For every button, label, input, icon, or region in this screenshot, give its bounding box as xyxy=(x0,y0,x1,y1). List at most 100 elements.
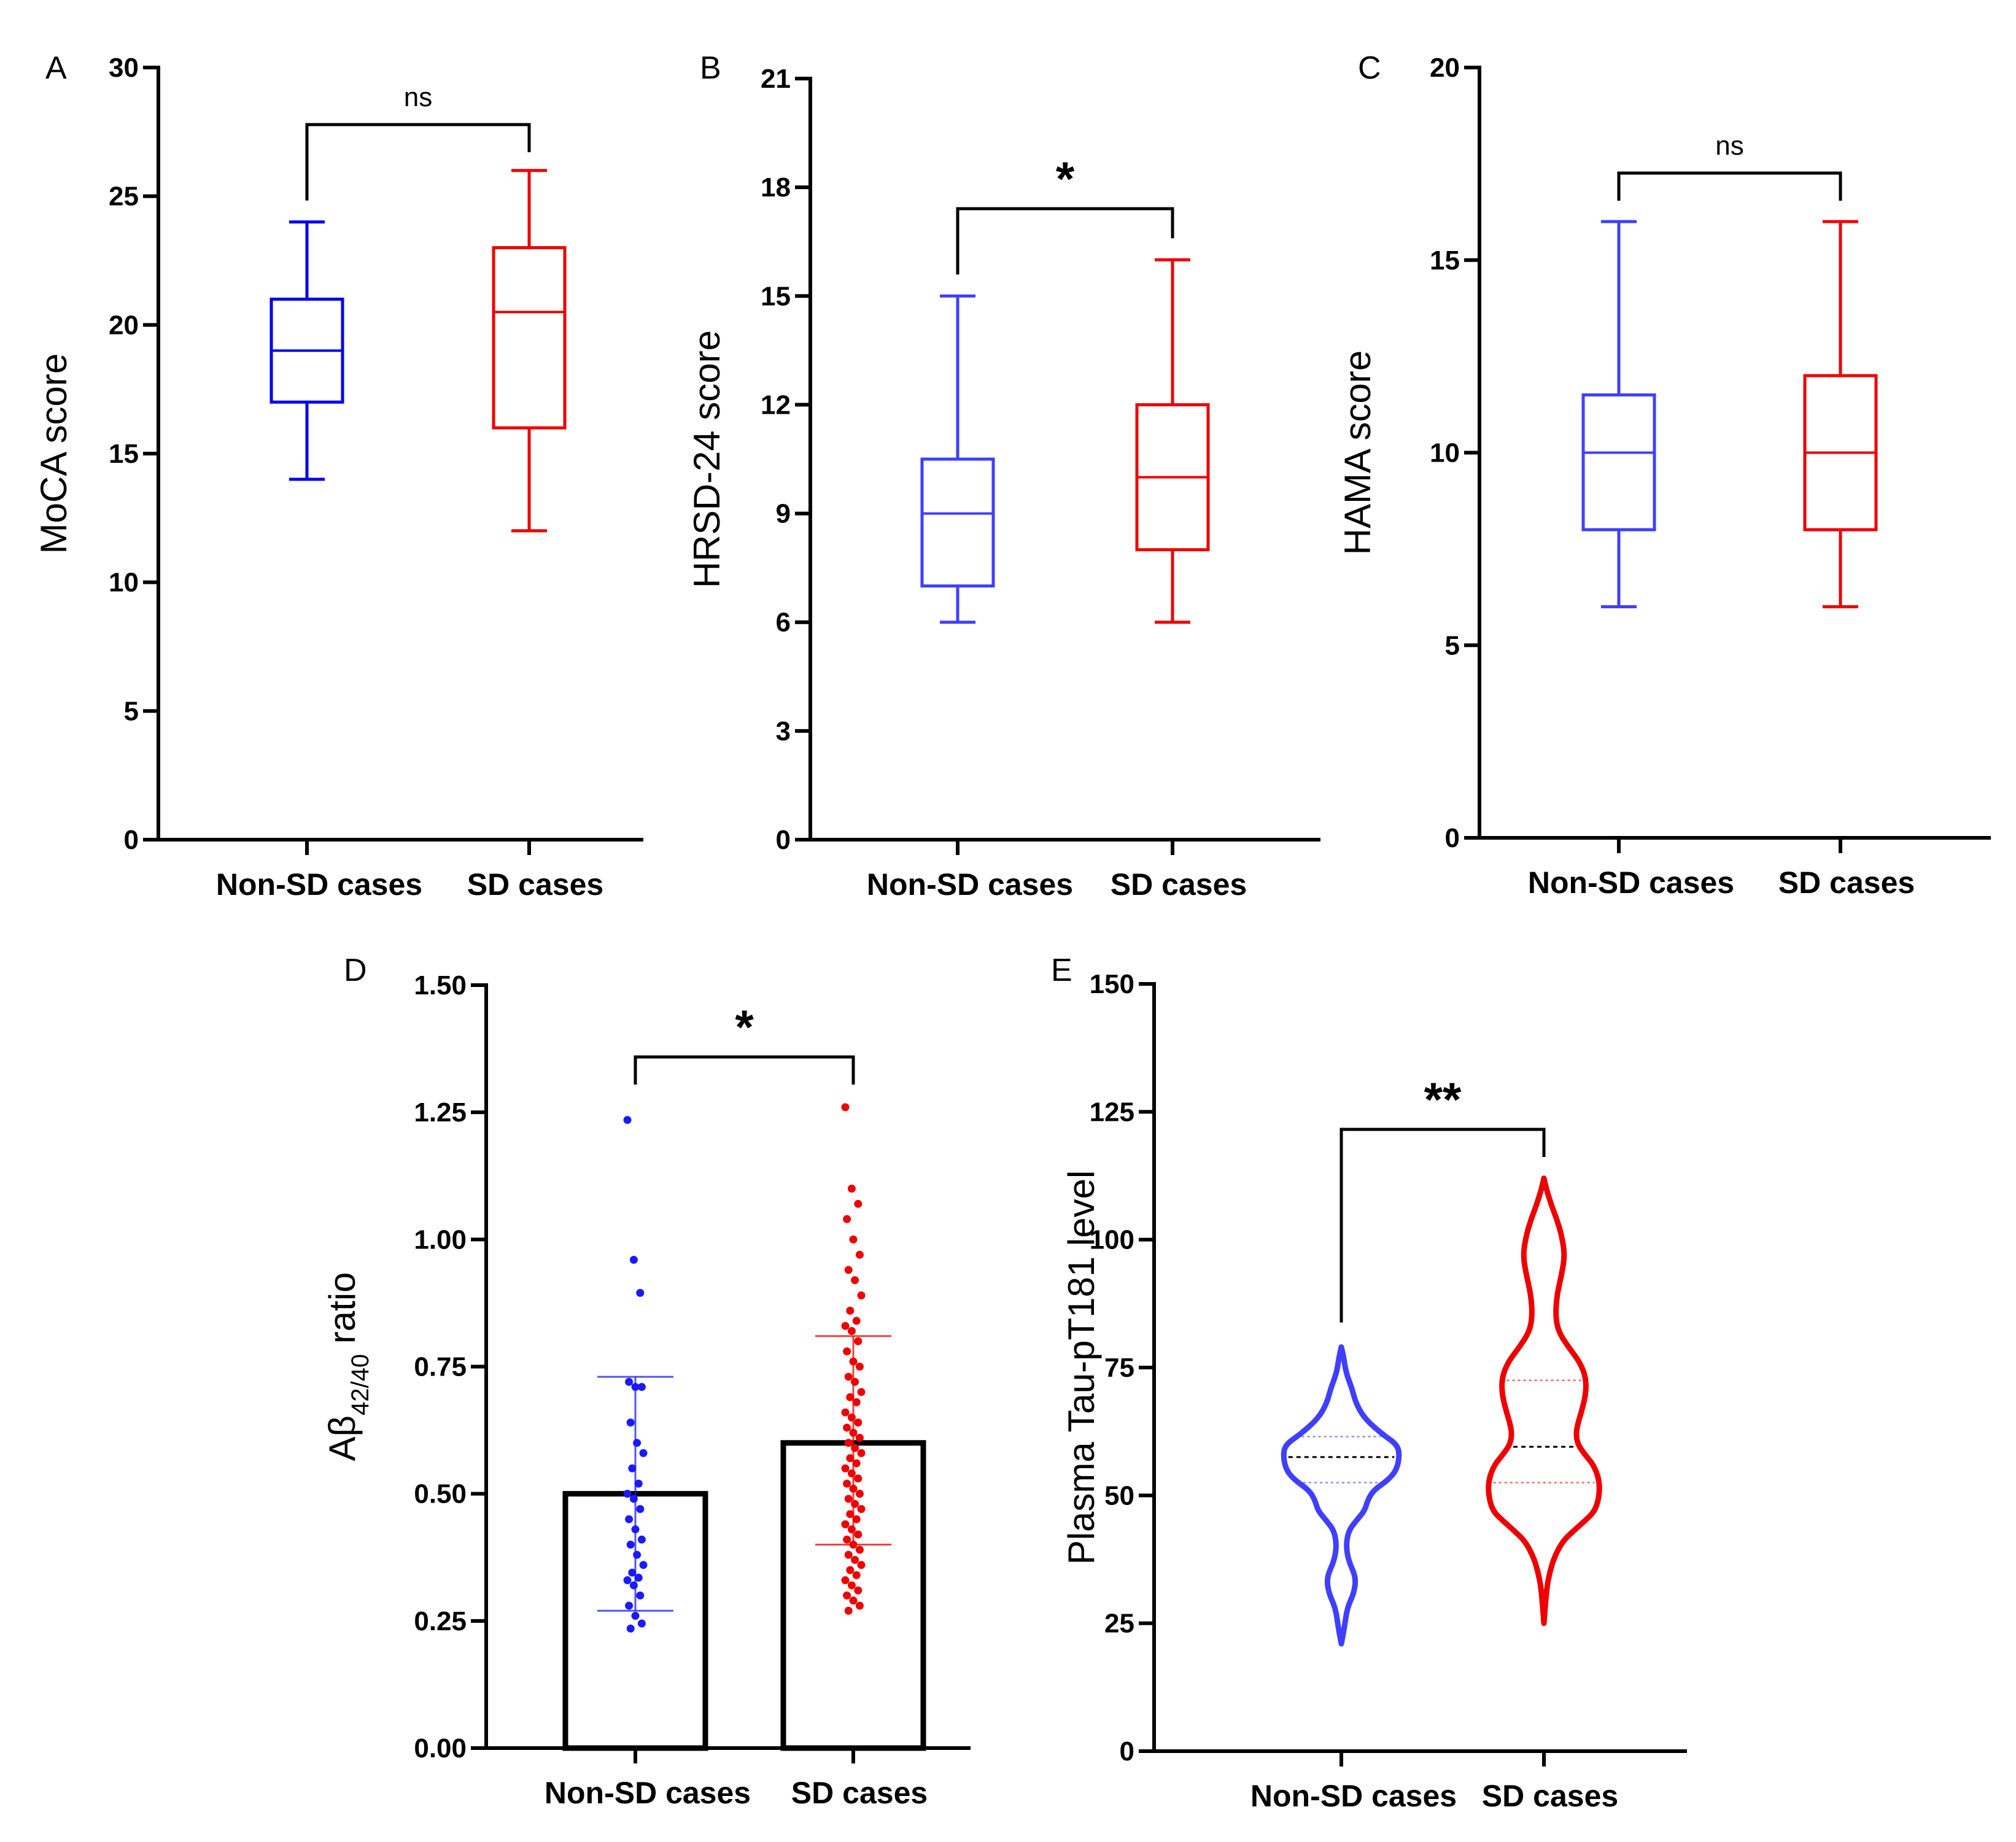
box-iqr xyxy=(1581,393,1656,532)
data-point xyxy=(625,1515,634,1523)
data-point xyxy=(855,1250,864,1259)
data-point xyxy=(854,1586,863,1595)
data-point xyxy=(847,1326,856,1335)
y-tick-label: 1.25 xyxy=(414,1097,467,1128)
x-category-label: Non-SD cases xyxy=(1250,1779,1457,1813)
y-tick-label: 50 xyxy=(1104,1480,1134,1511)
data-point xyxy=(847,1469,856,1478)
panel-D: D 0.00 0.25 0.50 0.75 1.00 1.25 1.50 Non-SD case… xyxy=(322,953,971,1810)
data-point xyxy=(852,1398,861,1407)
x-category-label: SD cases xyxy=(791,1776,928,1810)
data-point xyxy=(629,1255,638,1264)
y-axis-label-main: Aβ xyxy=(322,1415,363,1461)
x-category-label: Non-SD cases xyxy=(216,867,422,902)
data-point xyxy=(854,1337,863,1345)
significance-label: ns xyxy=(1715,131,1743,161)
data-point xyxy=(637,1619,646,1628)
data-point xyxy=(639,1561,648,1569)
data-point xyxy=(849,1235,858,1244)
x-category-label: Non-SD cases xyxy=(867,867,1073,902)
y-tick-label: 10 xyxy=(1430,438,1460,468)
data-point xyxy=(628,1464,637,1472)
data-point xyxy=(854,1530,863,1539)
y-tick-label: 25 xyxy=(1104,1609,1134,1639)
data-point xyxy=(846,1510,855,1519)
data-point xyxy=(841,1322,850,1330)
data-point xyxy=(843,1535,851,1544)
y-tick-label: 0 xyxy=(776,825,791,855)
y-tick-label: 9 xyxy=(776,499,791,529)
data-point xyxy=(623,1576,632,1585)
data-point xyxy=(855,1363,864,1371)
data-point xyxy=(629,1581,638,1590)
significance-label: ** xyxy=(1424,1072,1462,1126)
panel-A: A 0 5 10 15 20 25 30 Non-SD cases SD cases MoCA sc… xyxy=(33,50,643,902)
data-point xyxy=(847,1525,856,1534)
y-tick-label: 100 xyxy=(1090,1225,1134,1255)
data-point xyxy=(628,1568,637,1577)
y-axis-label-suffix: ratio xyxy=(322,1272,363,1353)
data-point xyxy=(843,1347,851,1356)
data-point xyxy=(844,1439,853,1447)
data-point xyxy=(841,1520,850,1528)
data-point xyxy=(851,1555,859,1564)
data-point xyxy=(629,1495,638,1503)
y-tick-label: 1.50 xyxy=(414,970,467,1000)
data-point xyxy=(846,1306,855,1315)
x-category-label: SD cases xyxy=(1778,865,1915,900)
panel-B: B 0 3 6 9 12 15 18 21 Non-SD cases SD cases HRSD-24… xyxy=(686,50,1320,902)
data-point xyxy=(843,1479,851,1488)
data-point xyxy=(844,1495,853,1503)
significance-bracket xyxy=(1339,1128,1546,1323)
y-tick-label: 0 xyxy=(1445,823,1460,853)
y-tick-label: 6 xyxy=(776,608,791,638)
box-2 xyxy=(492,169,567,533)
data-point xyxy=(854,1474,863,1483)
panel-letter: A xyxy=(45,50,67,86)
data-point xyxy=(844,1550,853,1559)
data-point xyxy=(854,1418,863,1427)
y-tick-label: 1.00 xyxy=(414,1225,467,1255)
y-tick-label: 150 xyxy=(1090,969,1134,999)
data-point xyxy=(843,1591,851,1600)
data-point xyxy=(841,1103,850,1112)
data-point xyxy=(636,1591,645,1600)
y-tick-label: 15 xyxy=(761,281,791,311)
y-tick-label: 20 xyxy=(109,310,139,340)
data-point xyxy=(841,1408,850,1417)
y-axis-label: Aβ42/40 ratio xyxy=(322,1272,374,1461)
violin-1 xyxy=(1281,1344,1402,1647)
y-tick-label: 75 xyxy=(1104,1353,1134,1383)
y-tick-label: 3 xyxy=(776,716,791,746)
data-point xyxy=(846,1566,855,1574)
y-tick-label: 5 xyxy=(1445,630,1460,660)
panel-letter: E xyxy=(1051,953,1072,988)
y-axis-label: HAMA score xyxy=(1337,350,1378,555)
y-tick-label: 25 xyxy=(109,182,139,212)
error-bar-2 xyxy=(815,1335,891,1546)
data-point xyxy=(633,1550,642,1559)
data-point xyxy=(625,1377,634,1386)
box-1 xyxy=(1581,220,1656,608)
data-point xyxy=(855,1490,864,1498)
y-tick-label: 12 xyxy=(761,390,791,420)
x-category-label: SD cases xyxy=(467,867,603,902)
panel-letter: B xyxy=(700,50,721,86)
y-tick-label: 0.00 xyxy=(414,1733,467,1763)
y-tick-label: 0 xyxy=(1120,1736,1134,1767)
significance-bracket xyxy=(1617,171,1842,201)
data-point xyxy=(847,1581,856,1590)
y-axis-label: Plasma Tau-pT181 level xyxy=(1061,1171,1102,1565)
data-point xyxy=(851,1500,859,1508)
y-tick-label: 5 xyxy=(124,696,139,726)
data-point xyxy=(631,1612,640,1620)
data-point xyxy=(626,1418,635,1427)
y-tick-label: 0.75 xyxy=(414,1352,467,1382)
y-tick-label: 10 xyxy=(109,568,139,598)
data-point xyxy=(846,1454,855,1463)
significance-bracket xyxy=(956,207,1174,275)
data-point xyxy=(851,1377,859,1386)
data-point xyxy=(847,1184,856,1193)
data-point xyxy=(844,1266,853,1274)
data-point xyxy=(849,1596,858,1605)
